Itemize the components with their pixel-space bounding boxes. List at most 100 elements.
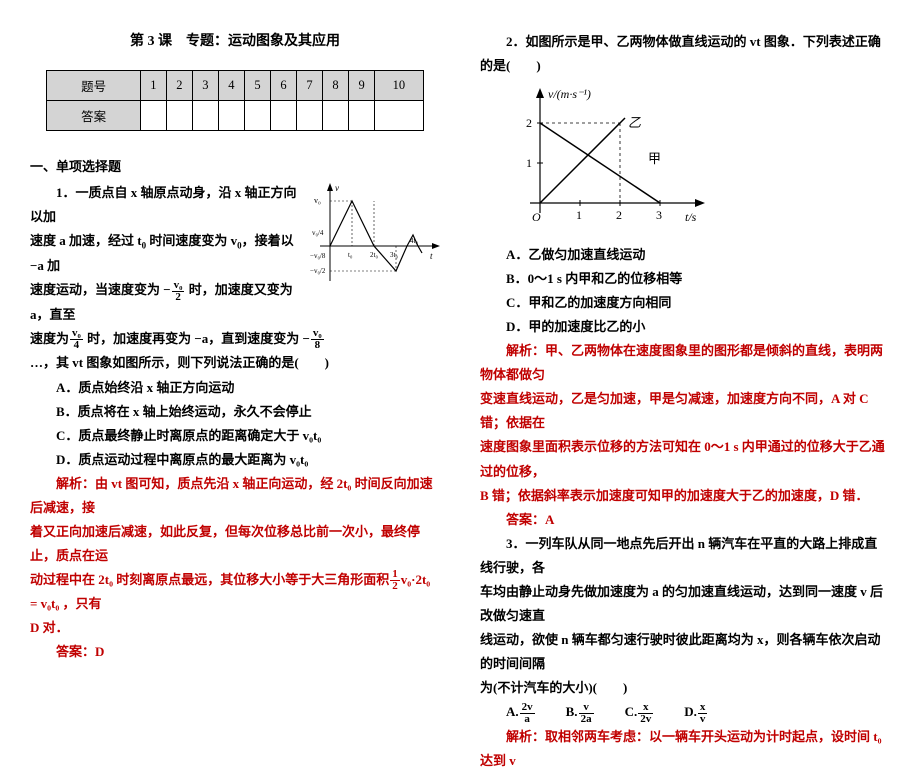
cell: 7 xyxy=(297,71,323,101)
opt-pre: C. xyxy=(625,704,638,719)
q3-line: 3．一列车队从同一地点先后开出 n 辆汽车在平直的大路上排成直线行驶，各 xyxy=(480,532,890,580)
cell: 8 xyxy=(323,71,349,101)
den: 2a xyxy=(579,714,594,725)
fraction: v₀8 xyxy=(311,328,324,351)
q3-line: 线运动，欲使 n 辆车都匀速行驶时彼此距离均为 x，则各辆车依次启动的时间间隔 xyxy=(480,628,890,676)
cell: 3 xyxy=(192,71,218,101)
svg-text:1: 1 xyxy=(576,208,582,222)
cell xyxy=(270,101,296,131)
option-c: C．质点最终静止时离原点的距离确定大于 v₀t₀ xyxy=(30,424,440,448)
svg-text:1: 1 xyxy=(526,156,532,170)
analysis-text: D 对． xyxy=(30,616,440,640)
analysis-label: 解析： xyxy=(56,476,95,491)
den: 8 xyxy=(311,340,324,351)
text: 速度为 xyxy=(30,331,69,346)
opt-pre: B. xyxy=(566,704,578,719)
fraction: 12 xyxy=(390,569,400,592)
q3-line: 为(不计汽车的大小)( ) xyxy=(480,676,890,700)
option-b: B．质点将在 x 轴上始终运动，永久不会停止 xyxy=(30,400,440,424)
answer: 答案：D xyxy=(30,640,440,664)
left-column: 第 3 课 专题：运动图象及其应用 题号 1 2 3 4 5 6 7 8 9 1… xyxy=(0,0,460,651)
text: 速度 a 加速，经过 t xyxy=(30,233,142,248)
den: v xyxy=(698,714,708,725)
option-a: A.2va xyxy=(506,700,536,725)
section-heading: 一、单项选择题 xyxy=(30,156,440,175)
svg-text:2: 2 xyxy=(526,116,532,130)
cell xyxy=(166,101,192,131)
fraction: x2v xyxy=(638,702,653,725)
cell: 5 xyxy=(244,71,270,101)
text: 时，加速度再变为 −a，直到速度变为 − xyxy=(84,331,310,346)
svg-text:2t₀: 2t₀ xyxy=(370,251,378,259)
lesson-title: 第 3 课 专题：运动图象及其应用 xyxy=(30,30,440,50)
cell xyxy=(375,101,424,131)
svg-text:−v₀/8: −v₀/8 xyxy=(310,252,326,260)
cell xyxy=(192,101,218,131)
svg-text:v/(m·s⁻¹): v/(m·s⁻¹) xyxy=(548,87,591,101)
q1-line: …，其 vt 图象如图所示，则下列说法正确的是( ) xyxy=(30,351,440,375)
option-c: C.x2v xyxy=(625,700,655,725)
svg-text:3: 3 xyxy=(656,208,662,222)
option-a: A．质点始终沿 x 轴正方向运动 xyxy=(30,376,440,400)
cell: 4 xyxy=(218,71,244,101)
analysis: 解析：取相邻两车考虑：以一辆车开头运动为计时起点，设时间 t₀ 达到 v xyxy=(480,725,890,773)
cell xyxy=(218,101,244,131)
svg-text:v₀/4: v₀/4 xyxy=(312,229,324,237)
text: 速度运动，当速度变为 − xyxy=(30,282,171,297)
num: x xyxy=(638,702,653,714)
analysis-text: 动过程中在 2t₀ 时刻离原点最远，其位移大小等于大三角形面积12v₀·2t₀ … xyxy=(30,568,440,617)
answer-label: 答案： xyxy=(506,512,545,527)
analysis-text: 着又正向加速后减速，如此反复，但每次位移总比前一次小，最终停止，质点在运 xyxy=(30,520,440,568)
cell: 9 xyxy=(349,71,375,101)
opt-pre: D. xyxy=(684,704,697,719)
vt-chart-q1: v t v₀ v₀/4 −v₀/8 −v₀/2 t₀ 2t₀ 3t₀ 4t₀ xyxy=(310,181,440,286)
cell: 2 xyxy=(166,71,192,101)
right-column: 2．如图所示是甲、乙两物体做直线运动的 vt 图象．下列表述正确的是( ) v/… xyxy=(460,0,920,651)
svg-text:乙: 乙 xyxy=(628,115,641,130)
answer-value: A xyxy=(545,512,554,527)
cell xyxy=(349,101,375,131)
option-d: D.xv xyxy=(684,700,708,725)
text: 1．一质点自 x 轴原点动身，沿 x 轴正方向以加 xyxy=(30,185,297,224)
q2-stem: 2．如图所示是甲、乙两物体做直线运动的 vt 图象．下列表述正确的是( ) xyxy=(480,30,890,78)
text: 动过程中在 2t₀ 时刻离原点最远，其位移大小等于大三角形面积 xyxy=(30,572,389,587)
option-b: B．0～1 s 内甲和乙的位移相等 xyxy=(480,267,890,291)
cell: 1 xyxy=(140,71,166,101)
vt-chart-q2: v/(m·s⁻¹) t/s O 1 2 1 2 3 甲 乙 xyxy=(510,83,710,233)
num: 2v xyxy=(520,702,535,714)
q3-line: 车均由静止动身先做加速度为 a 的匀加速直线运动，达到同一速度 v 后改做匀速直 xyxy=(480,580,890,628)
svg-text:t₀: t₀ xyxy=(348,251,353,259)
option-b: B.v2a xyxy=(566,700,595,725)
svg-text:t: t xyxy=(430,251,433,261)
fraction: v₀2 xyxy=(172,280,185,303)
analysis: 解析：由 vt 图可知，质点先沿 x 轴正向运动，经 2t₀ 时间反向加速后减速… xyxy=(30,472,440,520)
den: 2v xyxy=(638,714,653,725)
svg-text:3t₀: 3t₀ xyxy=(390,251,398,259)
fraction: xv xyxy=(698,702,708,725)
option-c: C．甲和乙的加速度方向相同 xyxy=(480,291,890,315)
vt-chart-svg: v t v₀ v₀/4 −v₀/8 −v₀/2 t₀ 2t₀ 3t₀ 4t₀ xyxy=(310,181,440,286)
den: 2 xyxy=(390,581,400,592)
row-label: 题号 xyxy=(47,71,140,101)
fraction: v2a xyxy=(579,702,594,725)
svg-text:2: 2 xyxy=(616,208,622,222)
svg-text:v₀: v₀ xyxy=(314,196,321,205)
fraction: v₀4 xyxy=(70,328,83,351)
cell: 10 xyxy=(375,71,424,101)
option-a: A．乙做匀加速直线运动 xyxy=(480,243,890,267)
analysis: 解析：甲、乙两物体在速度图象里的图形都是倾斜的直线，表明两物体都做匀 xyxy=(480,339,890,387)
svg-text:O: O xyxy=(532,210,541,224)
analysis-label: 解析： xyxy=(506,343,545,358)
cell xyxy=(140,101,166,131)
svg-text:t/s: t/s xyxy=(685,210,697,224)
table-row: 题号 1 2 3 4 5 6 7 8 9 10 xyxy=(47,71,423,101)
q3-options: A.2va B.v2a C.x2v D.xv xyxy=(480,700,890,725)
den: 2 xyxy=(172,292,185,303)
analysis-text: 速度图象里面积表示位移的方法可知在 0～1 s 内甲通过的位移大于乙通过的位移， xyxy=(480,435,890,483)
row-label: 答案 xyxy=(47,101,140,131)
fraction: 2va xyxy=(520,702,535,725)
cell: 6 xyxy=(270,71,296,101)
text: 时间速度变为 v xyxy=(146,233,237,248)
answer: 答案：A xyxy=(480,508,890,532)
svg-text:甲: 甲 xyxy=(648,151,661,166)
